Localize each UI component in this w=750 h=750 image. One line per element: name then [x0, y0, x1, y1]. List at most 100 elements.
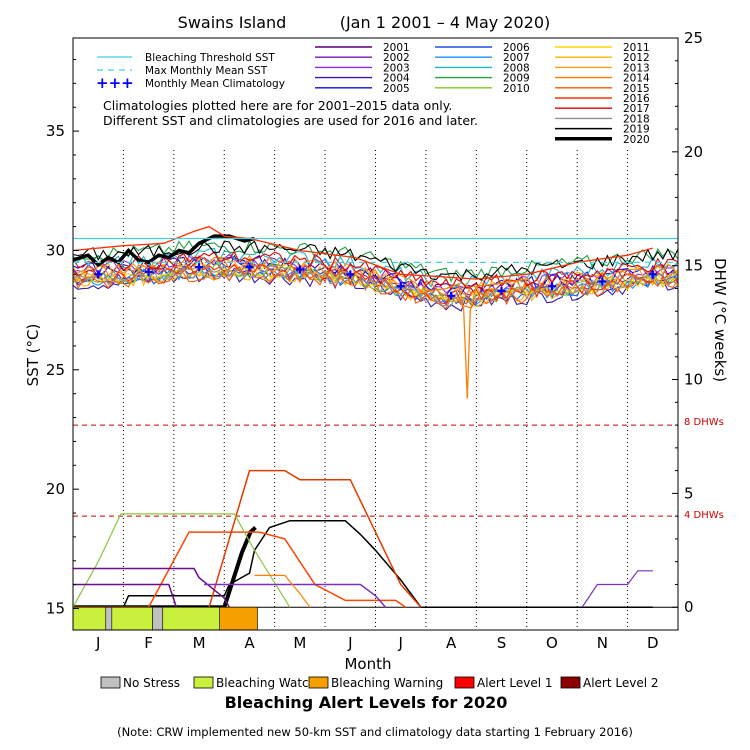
- climatology-marker-12: [648, 270, 657, 279]
- month-label-4: A: [244, 634, 255, 652]
- sst-tick-label-35: 35: [46, 122, 65, 140]
- alert-segment-4: [152, 606, 164, 631]
- dhw-tick-label-0: 0: [684, 598, 694, 616]
- dhw-line-2010: [72, 513, 291, 608]
- year-legend-label-2007: 2007: [503, 52, 530, 64]
- year-legend-label-2002: 2002: [383, 52, 410, 64]
- sst-line-2005: [72, 254, 679, 296]
- alert-legend: No Stress Bleaching Watch Bleaching Warnin…: [100, 676, 659, 690]
- sst-line-2018: [72, 263, 679, 307]
- dhw-line-2014: [254, 574, 311, 608]
- note-line-2: Different SST and climatologies are used…: [103, 113, 478, 128]
- climatology-marker-10: [547, 282, 556, 291]
- month-label-6: J: [347, 634, 352, 652]
- sst-line-2017: [72, 250, 679, 291]
- note-line-1: Climatologies plotted here are for 2001–…: [103, 98, 452, 113]
- dhw-tick-label-25: 25: [684, 29, 703, 47]
- alert-legend-label-2: Bleaching Watch: [216, 676, 316, 690]
- legend-climatology-label: Monthly Mean Climatology: [145, 78, 285, 90]
- sst-tick-label-25: 25: [46, 361, 65, 379]
- reference-legend: Bleaching Threshold SST Max Monthly Mean…: [96, 52, 285, 92]
- dhw-line-2016: [208, 469, 422, 608]
- y-axis-label-left: SST (°C): [24, 324, 42, 387]
- alert-legend-label-5: Alert Level 2: [583, 676, 659, 690]
- legend-threshold-label: Bleaching Threshold SST: [145, 52, 275, 64]
- year-legend-label-2005: 2005: [383, 83, 410, 95]
- year-legend-label-2014: 2014: [623, 73, 650, 85]
- climatology-marker-3: [195, 263, 204, 272]
- alert-segment-1: [72, 606, 107, 631]
- climatology-marker-1: [94, 270, 103, 279]
- alert-legend-label-3: Bleaching Warning: [331, 676, 443, 690]
- footnote: (Note: CRW implemented new 50-km SST and…: [117, 725, 633, 739]
- dhw-line-2002: [73, 583, 178, 608]
- year-legend-label-2019: 2019: [623, 124, 650, 136]
- sst-tick-label-20: 20: [46, 480, 65, 498]
- dhw-tick-label-20: 20: [684, 143, 703, 161]
- year-legend-label-2016: 2016: [623, 93, 650, 105]
- alert-legend-swatch-5: [560, 676, 581, 689]
- year-legend-label-2003: 2003: [383, 62, 410, 74]
- sst-line-2015-dip: [425, 278, 527, 399]
- year-legend-label-2006: 2006: [503, 42, 530, 54]
- dhw-line-2015: [73, 531, 407, 608]
- month-label-7: J: [397, 634, 402, 652]
- climatology-marker-9: [497, 287, 506, 296]
- chart-title-right: (Jan 1 2001 – 4 May 2020): [340, 13, 551, 32]
- alert-legend-swatch-4: [454, 676, 475, 689]
- sst-line-2015: [72, 266, 679, 310]
- alert-legend-label-4: Alert Level 1: [477, 676, 553, 690]
- climatology-marker-6: [346, 270, 355, 279]
- alert-title: Bleaching Alert Levels for 2020: [225, 693, 508, 712]
- sst-line-2016: [72, 225, 653, 280]
- year-legend-label-2012: 2012: [623, 52, 650, 64]
- year-legend-label-2001: 2001: [383, 42, 410, 54]
- month-label-5: M: [293, 634, 306, 652]
- month-label-8: A: [446, 634, 457, 652]
- sst-line-2020: [72, 234, 255, 268]
- alert-legend-swatch-3: [308, 676, 329, 689]
- year-legend-label-2004: 2004: [383, 73, 410, 85]
- month-label-1: J: [95, 634, 100, 652]
- year-legend-label-2015: 2015: [623, 83, 650, 95]
- month-label-12: D: [647, 634, 659, 652]
- alert-legend-swatch-1: [100, 676, 121, 689]
- year-legend-label-2010: 2010: [503, 83, 530, 95]
- month-label-10: O: [546, 634, 558, 652]
- alert-segment-3: [111, 606, 153, 631]
- dhw-lines: [72, 469, 653, 610]
- legend-mmm-label: Max Monthly Mean SST: [145, 65, 268, 77]
- legend-climatology-markers: +++: [96, 74, 134, 92]
- chart-title-left: Swains Island: [178, 13, 287, 32]
- dhw-line-2001: [73, 567, 230, 608]
- y-axis-label-right: DHW (°C weeks): [711, 258, 729, 382]
- year-legend-label-2018: 2018: [623, 113, 650, 125]
- year-legend-label-2008: 2008: [503, 62, 530, 74]
- sst-lines: [72, 225, 679, 399]
- alert-legend-swatch-2: [193, 676, 214, 689]
- year-legend-label-2020: 2020: [623, 134, 650, 146]
- dhw-4-label: 4 DHWs: [684, 510, 724, 521]
- year-legend-label-2017: 2017: [623, 103, 650, 115]
- dhw-tick-label-10: 10: [684, 371, 703, 389]
- climatology-marker-2: [144, 267, 153, 276]
- dhw-line-2005: [204, 583, 387, 608]
- month-label-9: S: [497, 634, 507, 652]
- sst-line-2010: [72, 263, 679, 305]
- alert-segment-5: [162, 606, 221, 631]
- dhw-line-2009: [581, 570, 653, 608]
- climatology-marker-7: [396, 282, 405, 291]
- dhw-8-label: 8 DHWs: [684, 417, 724, 428]
- sst-tick-label-30: 30: [46, 241, 65, 259]
- dhw-tick-label-15: 15: [684, 257, 703, 275]
- alert-segment-2: [105, 606, 113, 631]
- month-label-11: N: [597, 634, 608, 652]
- year-legend-label-2011: 2011: [623, 42, 650, 54]
- climatology-marker-5: [295, 265, 304, 274]
- year-legend-label-2013: 2013: [623, 62, 650, 74]
- alert-segment-6: [219, 606, 258, 631]
- dhw-tick-label-5: 5: [684, 484, 694, 502]
- climatology-marker-8: [447, 291, 456, 300]
